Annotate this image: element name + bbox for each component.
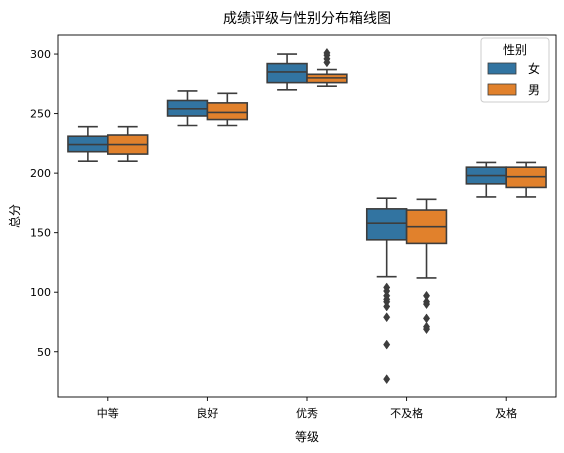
boxes-layer (67, 47, 547, 385)
x-axis: 中等 良好 优秀 不及格 及格 (97, 397, 517, 420)
y-tick-label: 200 (30, 167, 51, 180)
outlier-point (423, 313, 431, 324)
legend-swatch-male (487, 83, 517, 96)
y-tick-label: 50 (37, 346, 51, 359)
outlier-point (323, 57, 331, 68)
y-tick-label: 100 (30, 286, 51, 299)
legend-label-female: 女 (528, 61, 540, 76)
outlier-point (423, 324, 431, 335)
y-tick-label: 150 (30, 227, 51, 240)
box-2-0 (266, 62, 308, 84)
legend-title: 性别 (503, 43, 527, 57)
y-tick-label: 250 (30, 108, 51, 121)
outlier-point (423, 299, 431, 310)
x-tick-label: 不及格 (390, 406, 423, 420)
box-1-1 (206, 102, 249, 121)
box-3-0 (365, 208, 408, 241)
y-axis: 50 100 150 200 250 300 (30, 48, 58, 359)
x-tick-label: 中等 (97, 406, 119, 420)
outlier-point (383, 339, 391, 350)
y-axis-label: 总分 (8, 204, 22, 228)
outlier-point (383, 301, 391, 312)
outlier-point (383, 374, 391, 385)
y-tick-label: 300 (30, 48, 51, 61)
x-tick-label: 及格 (495, 406, 517, 420)
x-axis-label: 等级 (295, 430, 319, 444)
x-tick-label: 良好 (196, 406, 218, 420)
x-tick-label: 优秀 (296, 407, 318, 420)
legend-swatch-female (487, 62, 517, 75)
legend-label-male: 男 (528, 83, 540, 97)
outlier-point (383, 312, 391, 323)
legend: 性别 女 男 (480, 37, 550, 103)
chart-title: 成绩评级与性别分布箱线图 (223, 11, 391, 27)
